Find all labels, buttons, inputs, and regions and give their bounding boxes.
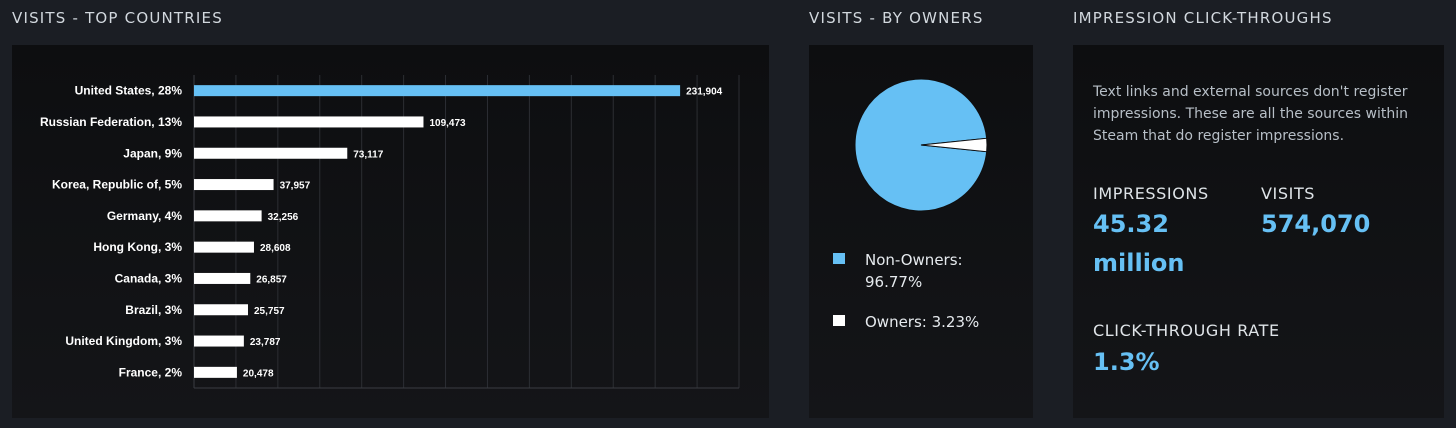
bar-category-label: Russian Federation, 13% bbox=[40, 115, 182, 129]
bar-category-label: Japan, 9% bbox=[123, 146, 182, 160]
impressions-section-title: IMPRESSION CLICK-THROUGHS bbox=[1073, 9, 1333, 27]
legend-label-non-owners: Non-Owners: 96.77% bbox=[865, 249, 963, 293]
legend-item-non-owners: Non-Owners: 96.77% bbox=[833, 249, 963, 293]
impressions-label: IMPRESSIONS bbox=[1093, 184, 1209, 203]
countries-bar-chart: United States, 28% 231,904 Russian Federat… bbox=[40, 75, 740, 389]
bar bbox=[194, 116, 424, 128]
visits-label: VISITS bbox=[1261, 184, 1316, 203]
legend-label-owners: Owners: 3.23% bbox=[865, 313, 980, 331]
bar-value-label: 37,957 bbox=[280, 181, 311, 192]
bar-category-label: Canada, 3% bbox=[115, 271, 183, 285]
bar bbox=[194, 335, 244, 347]
bar-value-label: 26,857 bbox=[256, 274, 287, 285]
bar bbox=[194, 241, 254, 253]
bar-value-label: 109,473 bbox=[429, 118, 466, 129]
bar bbox=[194, 272, 251, 284]
impressions-value: 45.32 million bbox=[1093, 205, 1185, 283]
bar-category-label: Germany, 4% bbox=[107, 209, 182, 223]
bar bbox=[194, 366, 237, 378]
impressions-value-number: 45.32 bbox=[1093, 210, 1169, 238]
bar-value-label: 23,787 bbox=[250, 337, 281, 348]
legend-swatch-owners bbox=[833, 315, 845, 326]
bar bbox=[194, 147, 348, 159]
bar bbox=[194, 179, 274, 191]
bar-category-label: United Kingdom, 3% bbox=[65, 334, 182, 348]
bar-value-label: 73,117 bbox=[353, 149, 383, 160]
bar-category-label: United States, 28% bbox=[75, 84, 183, 98]
countries-chart-panel: United States, 28% 231,904 Russian Federat… bbox=[12, 45, 769, 418]
pie-slice-owners bbox=[920, 137, 988, 153]
bar-value-label: 25,757 bbox=[254, 306, 285, 317]
impressions-panel: Text links and external sources don't re… bbox=[1073, 45, 1444, 418]
bar bbox=[194, 85, 681, 97]
bar-value-label: 28,608 bbox=[260, 243, 291, 254]
ctr-label: CLICK-THROUGH RATE bbox=[1093, 321, 1280, 340]
impressions-description: Text links and external sources don't re… bbox=[1093, 84, 1409, 144]
bar-category-label: Korea, Republic of, 5% bbox=[52, 178, 182, 192]
legend-non-owners-line1: Non-Owners: bbox=[865, 251, 963, 269]
visits-value: 574,070 bbox=[1261, 210, 1371, 238]
ctr-value: 1.3% bbox=[1093, 348, 1160, 376]
bar-category-label: France, 2% bbox=[119, 365, 183, 379]
bar bbox=[194, 210, 262, 222]
countries-section-title: VISITS - TOP COUNTRIES bbox=[12, 9, 223, 27]
owners-pie-chart bbox=[854, 78, 988, 212]
owners-section-title: VISITS - BY OWNERS bbox=[809, 9, 984, 27]
bar-category-label: Hong Kong, 3% bbox=[93, 240, 182, 254]
bar-category-label: Brazil, 3% bbox=[125, 303, 182, 317]
owners-chart-panel: Non-Owners: 96.77% Owners: 3.23% bbox=[809, 45, 1033, 418]
bar bbox=[194, 304, 248, 316]
legend-non-owners-line2: 96.77% bbox=[865, 273, 923, 291]
impressions-value-unit: million bbox=[1093, 249, 1185, 277]
pie-slice-non-owners bbox=[854, 78, 988, 212]
bar-value-label: 231,904 bbox=[686, 87, 723, 98]
bar-value-label: 20,478 bbox=[243, 368, 274, 379]
legend-swatch-non-owners bbox=[833, 253, 845, 264]
bar-value-label: 32,256 bbox=[268, 212, 299, 223]
legend-item-owners: Owners: 3.23% bbox=[833, 311, 979, 333]
